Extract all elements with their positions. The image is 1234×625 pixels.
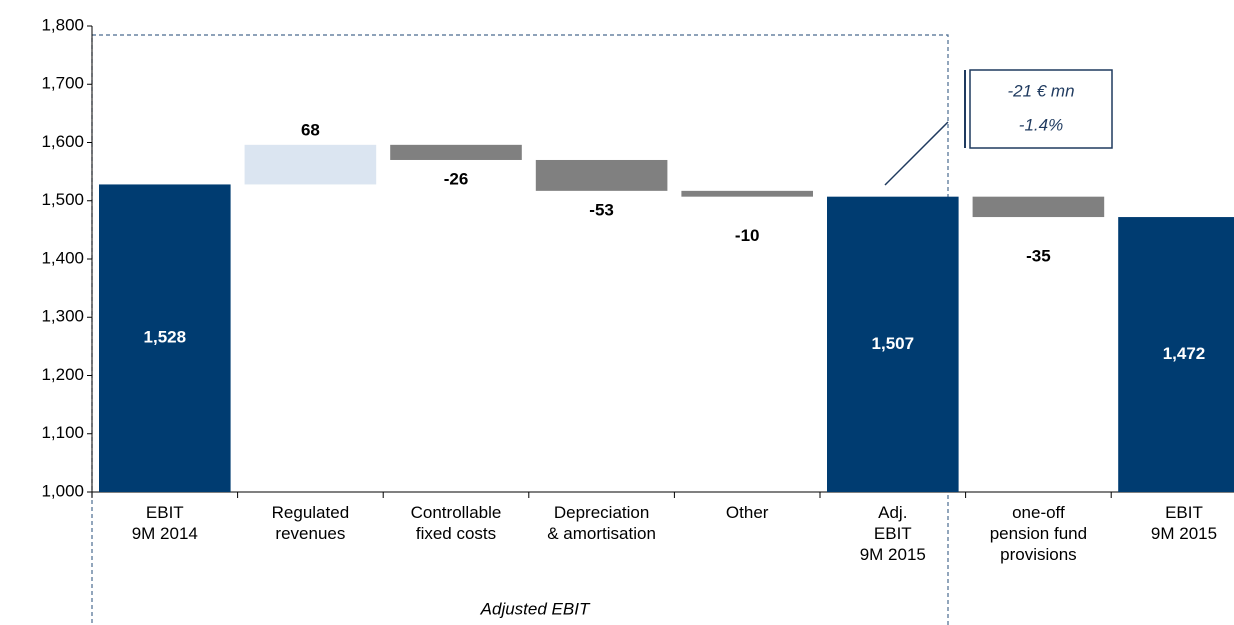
x-tick-label-line: Regulated (272, 503, 350, 522)
value-label: 1,472 (1163, 344, 1206, 363)
bar (681, 190, 813, 197)
value-label: -35 (1026, 247, 1051, 266)
x-tick-label-line: provisions (1000, 545, 1077, 564)
value-label: 68 (301, 120, 320, 139)
y-tick-label: 1,800 (41, 15, 84, 34)
x-tick-label-line: EBIT (146, 503, 184, 522)
bar (390, 144, 522, 160)
x-tick-label: Adj. EBIT 9M 2015 (860, 503, 926, 564)
y-tick-label: 1,400 (41, 248, 84, 267)
x-tick-label-line: Other (726, 503, 769, 522)
annotation: -1.4% (1019, 115, 1063, 134)
y-tick-label: 1,500 (41, 190, 84, 209)
y-tick-label: 1,600 (41, 132, 84, 151)
x-tick-label: Controllable fixed costs (411, 503, 502, 543)
x-tick-label-line: one-off (1012, 503, 1065, 522)
leader-line (884, 121, 949, 186)
x-tick-label: Other (726, 503, 769, 522)
value-label: -53 (589, 200, 614, 219)
bar (1118, 217, 1234, 492)
bar (535, 159, 668, 191)
x-tick-label: Regulated revenues (272, 503, 350, 543)
y-tick-label: 1,000 (41, 481, 84, 500)
x-tick-label-line: Depreciation (554, 503, 649, 522)
value-label: 1,528 (144, 328, 187, 347)
y-tick-label: 1,700 (41, 74, 84, 93)
x-tick-label-line: EBIT (874, 524, 912, 543)
bar (244, 144, 377, 185)
x-tick-label-line: fixed costs (416, 524, 496, 543)
x-tick-label-line: Controllable (411, 503, 502, 522)
value-label: 1,507 (872, 334, 915, 353)
y-tick-label: 1,100 (41, 423, 84, 442)
x-tick-label-line: EBIT (1165, 503, 1203, 522)
x-tick-label: EBIT 9M 2015 (1151, 503, 1217, 543)
y-tick-label: 1,300 (41, 307, 84, 326)
value-label: -10 (735, 226, 760, 245)
x-tick-label-line: 9M 2015 (860, 545, 926, 564)
bar (99, 184, 231, 492)
bar (827, 196, 959, 493)
x-tick-label: Depreciation & amortisation (547, 503, 656, 543)
x-tick-label-line: 9M 2014 (132, 524, 198, 543)
x-tick-label-line: Adj. (878, 503, 907, 522)
x-tick-label-line: & amortisation (547, 524, 656, 543)
annotation-box (969, 69, 1113, 149)
x-tick-label-line: pension fund (990, 524, 1087, 543)
y-tick-label: 1,200 (41, 365, 84, 384)
x-tick-label: one-off pension fund provisions (990, 503, 1087, 564)
value-label: -26 (444, 169, 469, 188)
group-label: Adjusted EBIT (480, 599, 591, 618)
annotation: -21 € mn (1007, 81, 1074, 100)
x-tick-label-line: revenues (275, 524, 345, 543)
x-tick-label-line: 9M 2015 (1151, 524, 1217, 543)
bar (972, 196, 1105, 218)
x-tick-label: EBIT 9M 2014 (132, 503, 198, 543)
